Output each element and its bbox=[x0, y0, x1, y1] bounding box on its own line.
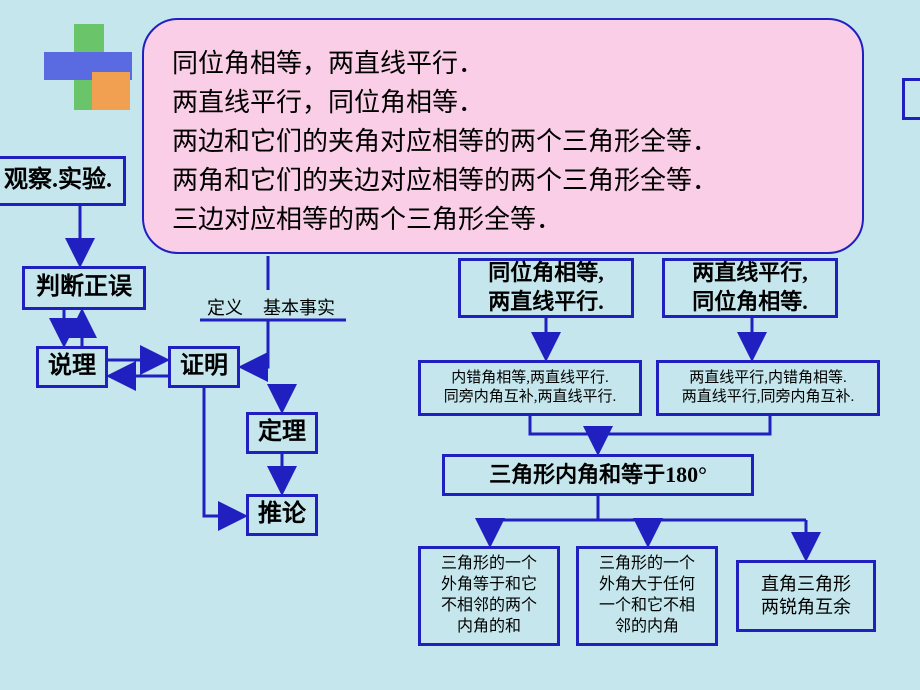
node-reason-label: 说理 bbox=[48, 351, 96, 382]
node-reason: 说理 bbox=[36, 346, 108, 388]
popup-line-4: 两角和它们的夹边对应相等的两个三角形全等． bbox=[172, 161, 834, 200]
node-coroll-label: 推论 bbox=[258, 499, 306, 530]
node-triangle: 三角形内角和等于180° bbox=[442, 454, 754, 496]
node-r1: 同位角相等, 两直线平行. bbox=[458, 258, 634, 318]
offscreen-box bbox=[902, 78, 920, 120]
popup-line-5: 三边对应相等的两个三角形全等． bbox=[172, 200, 834, 239]
node-basic: 基本事实 bbox=[254, 294, 344, 320]
node-r2-label: 两直线平行, 同位角相等. bbox=[692, 259, 808, 316]
node-c1: 三角形的一个 外角等于和它 不相邻的两个 内角的和 bbox=[418, 546, 560, 646]
node-prove: 证明 bbox=[168, 346, 240, 388]
node-prove-label: 证明 bbox=[180, 351, 228, 382]
node-c3: 直角三角形 两锐角互余 bbox=[736, 560, 876, 632]
node-r3-label: 内错角相等,两直线平行. 同旁内角互补,两直线平行. bbox=[444, 369, 617, 408]
node-c2-label: 三角形的一个 外角大于任何 一个和它不相 邻的内角 bbox=[599, 554, 695, 637]
node-c3-label: 直角三角形 两锐角互余 bbox=[761, 573, 851, 620]
node-theorem: 定理 bbox=[246, 412, 318, 454]
node-def: 定义 bbox=[202, 294, 248, 320]
node-r2: 两直线平行, 同位角相等. bbox=[662, 258, 838, 318]
node-judge: 判断正误 bbox=[22, 266, 146, 310]
node-theorem-label: 定理 bbox=[258, 417, 306, 448]
node-judge-label: 判断正误 bbox=[36, 272, 132, 303]
popup-line-1: 同位角相等，两直线平行． bbox=[172, 44, 834, 83]
popup-line-3: 两边和它们的夹角对应相等的两个三角形全等． bbox=[172, 122, 834, 161]
node-r1-label: 同位角相等, 两直线平行. bbox=[488, 259, 604, 316]
node-r3: 内错角相等,两直线平行. 同旁内角互补,两直线平行. bbox=[418, 360, 642, 416]
node-c1-label: 三角形的一个 外角等于和它 不相邻的两个 内角的和 bbox=[441, 554, 537, 637]
node-def-label: 定义 bbox=[207, 298, 243, 318]
node-observe-label: 观察.实验. bbox=[4, 165, 112, 196]
popup-line-2: 两直线平行，同位角相等． bbox=[172, 83, 834, 122]
node-c2: 三角形的一个 外角大于任何 一个和它不相 邻的内角 bbox=[576, 546, 718, 646]
node-triangle-label: 三角形内角和等于180° bbox=[489, 461, 707, 490]
node-basic-label: 基本事实 bbox=[263, 298, 335, 318]
node-coroll: 推论 bbox=[246, 494, 318, 536]
logo-decoration bbox=[44, 24, 134, 112]
node-r4-label: 两直线平行,内错角相等. 两直线平行,同旁内角互补. bbox=[682, 369, 855, 408]
axioms-popup: 同位角相等，两直线平行． 两直线平行，同位角相等． 两边和它们的夹角对应相等的两… bbox=[142, 18, 864, 254]
node-r4: 两直线平行,内错角相等. 两直线平行,同旁内角互补. bbox=[656, 360, 880, 416]
node-observe: 观察.实验. bbox=[0, 156, 126, 206]
